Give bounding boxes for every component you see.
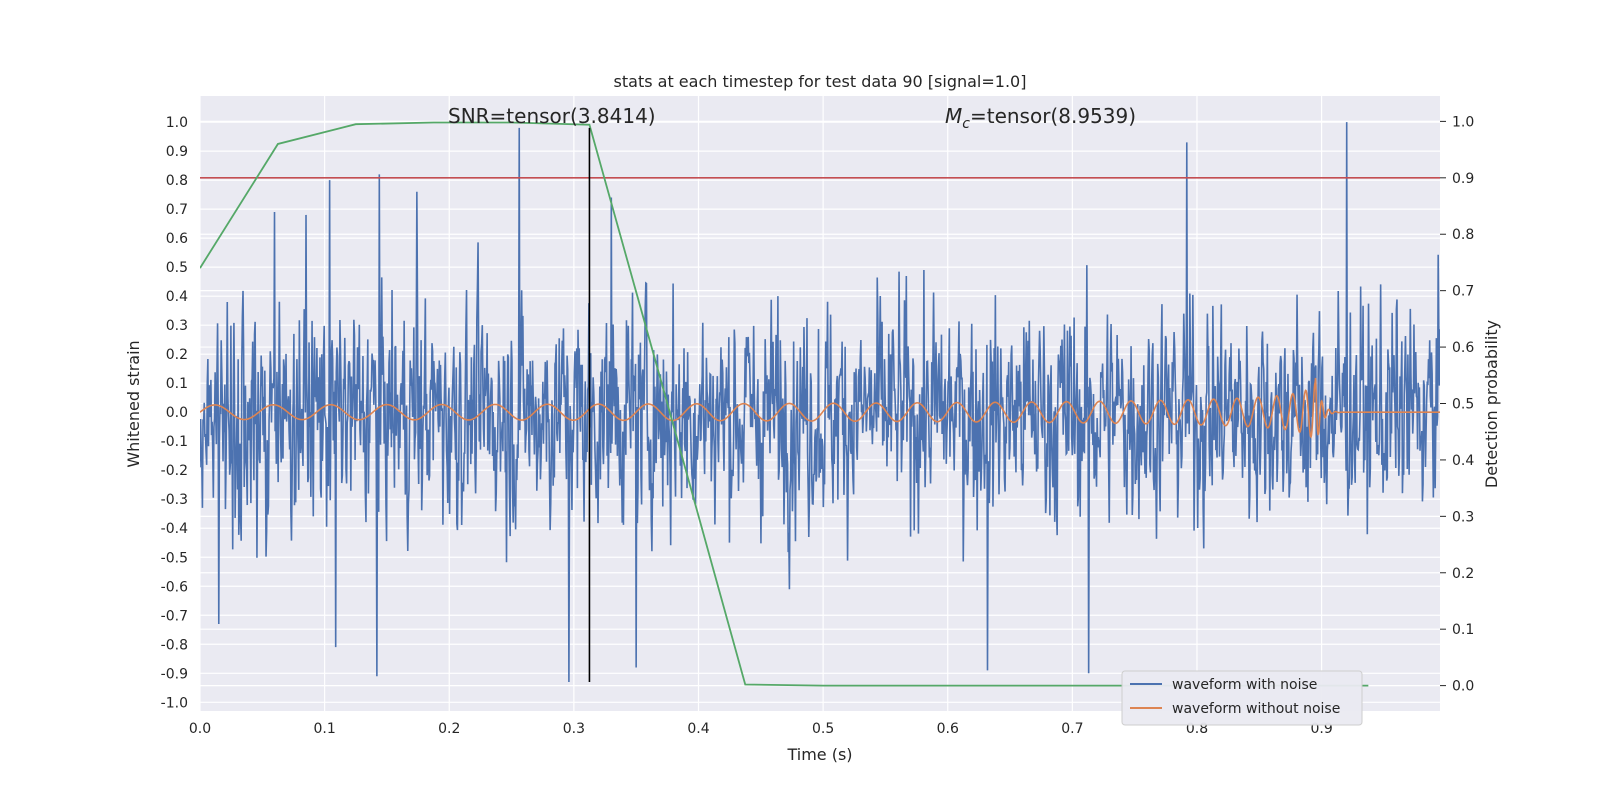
chirp-mass-value: =tensor(8.9539) xyxy=(970,104,1136,128)
chirp-mass-symbol: M xyxy=(945,104,962,128)
y-tick-label-right: 0.4 xyxy=(1452,453,1474,469)
y-tick-label-left: 0.9 xyxy=(166,144,188,160)
series-waveform-with-noise xyxy=(200,122,1440,682)
y-tick-label-left: -0.2 xyxy=(161,463,188,479)
y-tick-label-left: 0.7 xyxy=(166,202,188,218)
y-tick-label-right: 0.7 xyxy=(1452,284,1474,300)
snr-annotation: SNR=tensor(3.8414) xyxy=(448,104,656,128)
y-tick-label-right: 0.1 xyxy=(1452,622,1474,638)
y-tick-label-right: 0.6 xyxy=(1452,340,1474,356)
y-tick-label-right: 0.8 xyxy=(1452,227,1474,243)
chirp-mass-subscript: c xyxy=(962,116,970,132)
y-tick-label-left: 0.6 xyxy=(166,231,188,247)
x-tick-label: 0.6 xyxy=(937,721,959,737)
y-tick-label-left: 1.0 xyxy=(166,115,188,131)
y-tick-label-left: -0.1 xyxy=(161,434,188,450)
chart-title: stats at each timestep for test data 90 … xyxy=(614,72,1027,91)
y-tick-label-left: 0.0 xyxy=(166,405,188,421)
legend-box xyxy=(1121,670,1363,726)
y-tick-label-right: 0.2 xyxy=(1452,566,1474,582)
y-tick-label-left: 0.1 xyxy=(166,376,188,392)
series-waveform-without-noise xyxy=(200,377,1440,439)
y-tick-label-left: -0.7 xyxy=(161,608,188,624)
y-axis-left-label: Whitened strain xyxy=(124,340,143,467)
y-tick-label-right: 1.0 xyxy=(1452,114,1474,130)
y-tick-label-left: -0.5 xyxy=(161,550,188,566)
y-tick-label-left: 0.4 xyxy=(166,289,188,305)
x-tick-label: 0.5 xyxy=(812,721,834,737)
y-tick-label-left: -0.8 xyxy=(161,637,188,653)
y-tick-label-left: 0.5 xyxy=(166,260,188,276)
legend: waveform with noise waveform without noi… xyxy=(1121,670,1363,726)
y-tick-label-left: -0.4 xyxy=(161,521,188,537)
chirp-mass-annotation: Mc=tensor(8.9539) xyxy=(945,104,1136,132)
y-axis-left-ticks: -1.0 -0.9 -0.8 -0.7 -0.6 -0.5 -0.4 -0.3 -0.2 -0.1… xyxy=(161,115,188,711)
x-tick-label: 0.3 xyxy=(563,721,585,737)
y-axis-right-label: Detection probability xyxy=(1482,320,1501,488)
y-tick-label-left: -0.3 xyxy=(161,492,188,508)
x-tick-label: 0.2 xyxy=(438,721,460,737)
legend-label-clean: waveform without noise xyxy=(1172,701,1340,717)
y-tick-label-right: 0.0 xyxy=(1452,679,1474,695)
x-axis-label: Time (s) xyxy=(786,745,852,764)
x-tick-label: 0.0 xyxy=(189,721,211,737)
y-tick-label-left: -0.6 xyxy=(161,579,188,595)
x-tick-label: 0.1 xyxy=(313,721,335,737)
y-tick-label-right: 0.5 xyxy=(1452,397,1474,413)
legend-label-noise: waveform with noise xyxy=(1172,677,1317,693)
x-tick-label: 0.7 xyxy=(1061,721,1083,737)
y-tick-label-left: 0.8 xyxy=(166,173,188,189)
y-tick-label-left: -0.9 xyxy=(161,666,188,682)
y-tick-label-left: 0.3 xyxy=(166,318,188,334)
y-tick-label-left: 0.2 xyxy=(166,347,188,363)
series-layer xyxy=(200,121,1440,687)
y-tick-label-right: 0.9 xyxy=(1452,171,1474,187)
y-tick-label-left: -1.0 xyxy=(161,695,188,711)
x-tick-label: 0.4 xyxy=(687,721,709,737)
y-tick-label-right: 0.3 xyxy=(1452,509,1474,525)
y-axis-right-ticks: 0.0 0.1 0.2 0.3 0.4 0.5 0.6 0.7 0.8 0.9 1.0 xyxy=(1440,114,1474,695)
